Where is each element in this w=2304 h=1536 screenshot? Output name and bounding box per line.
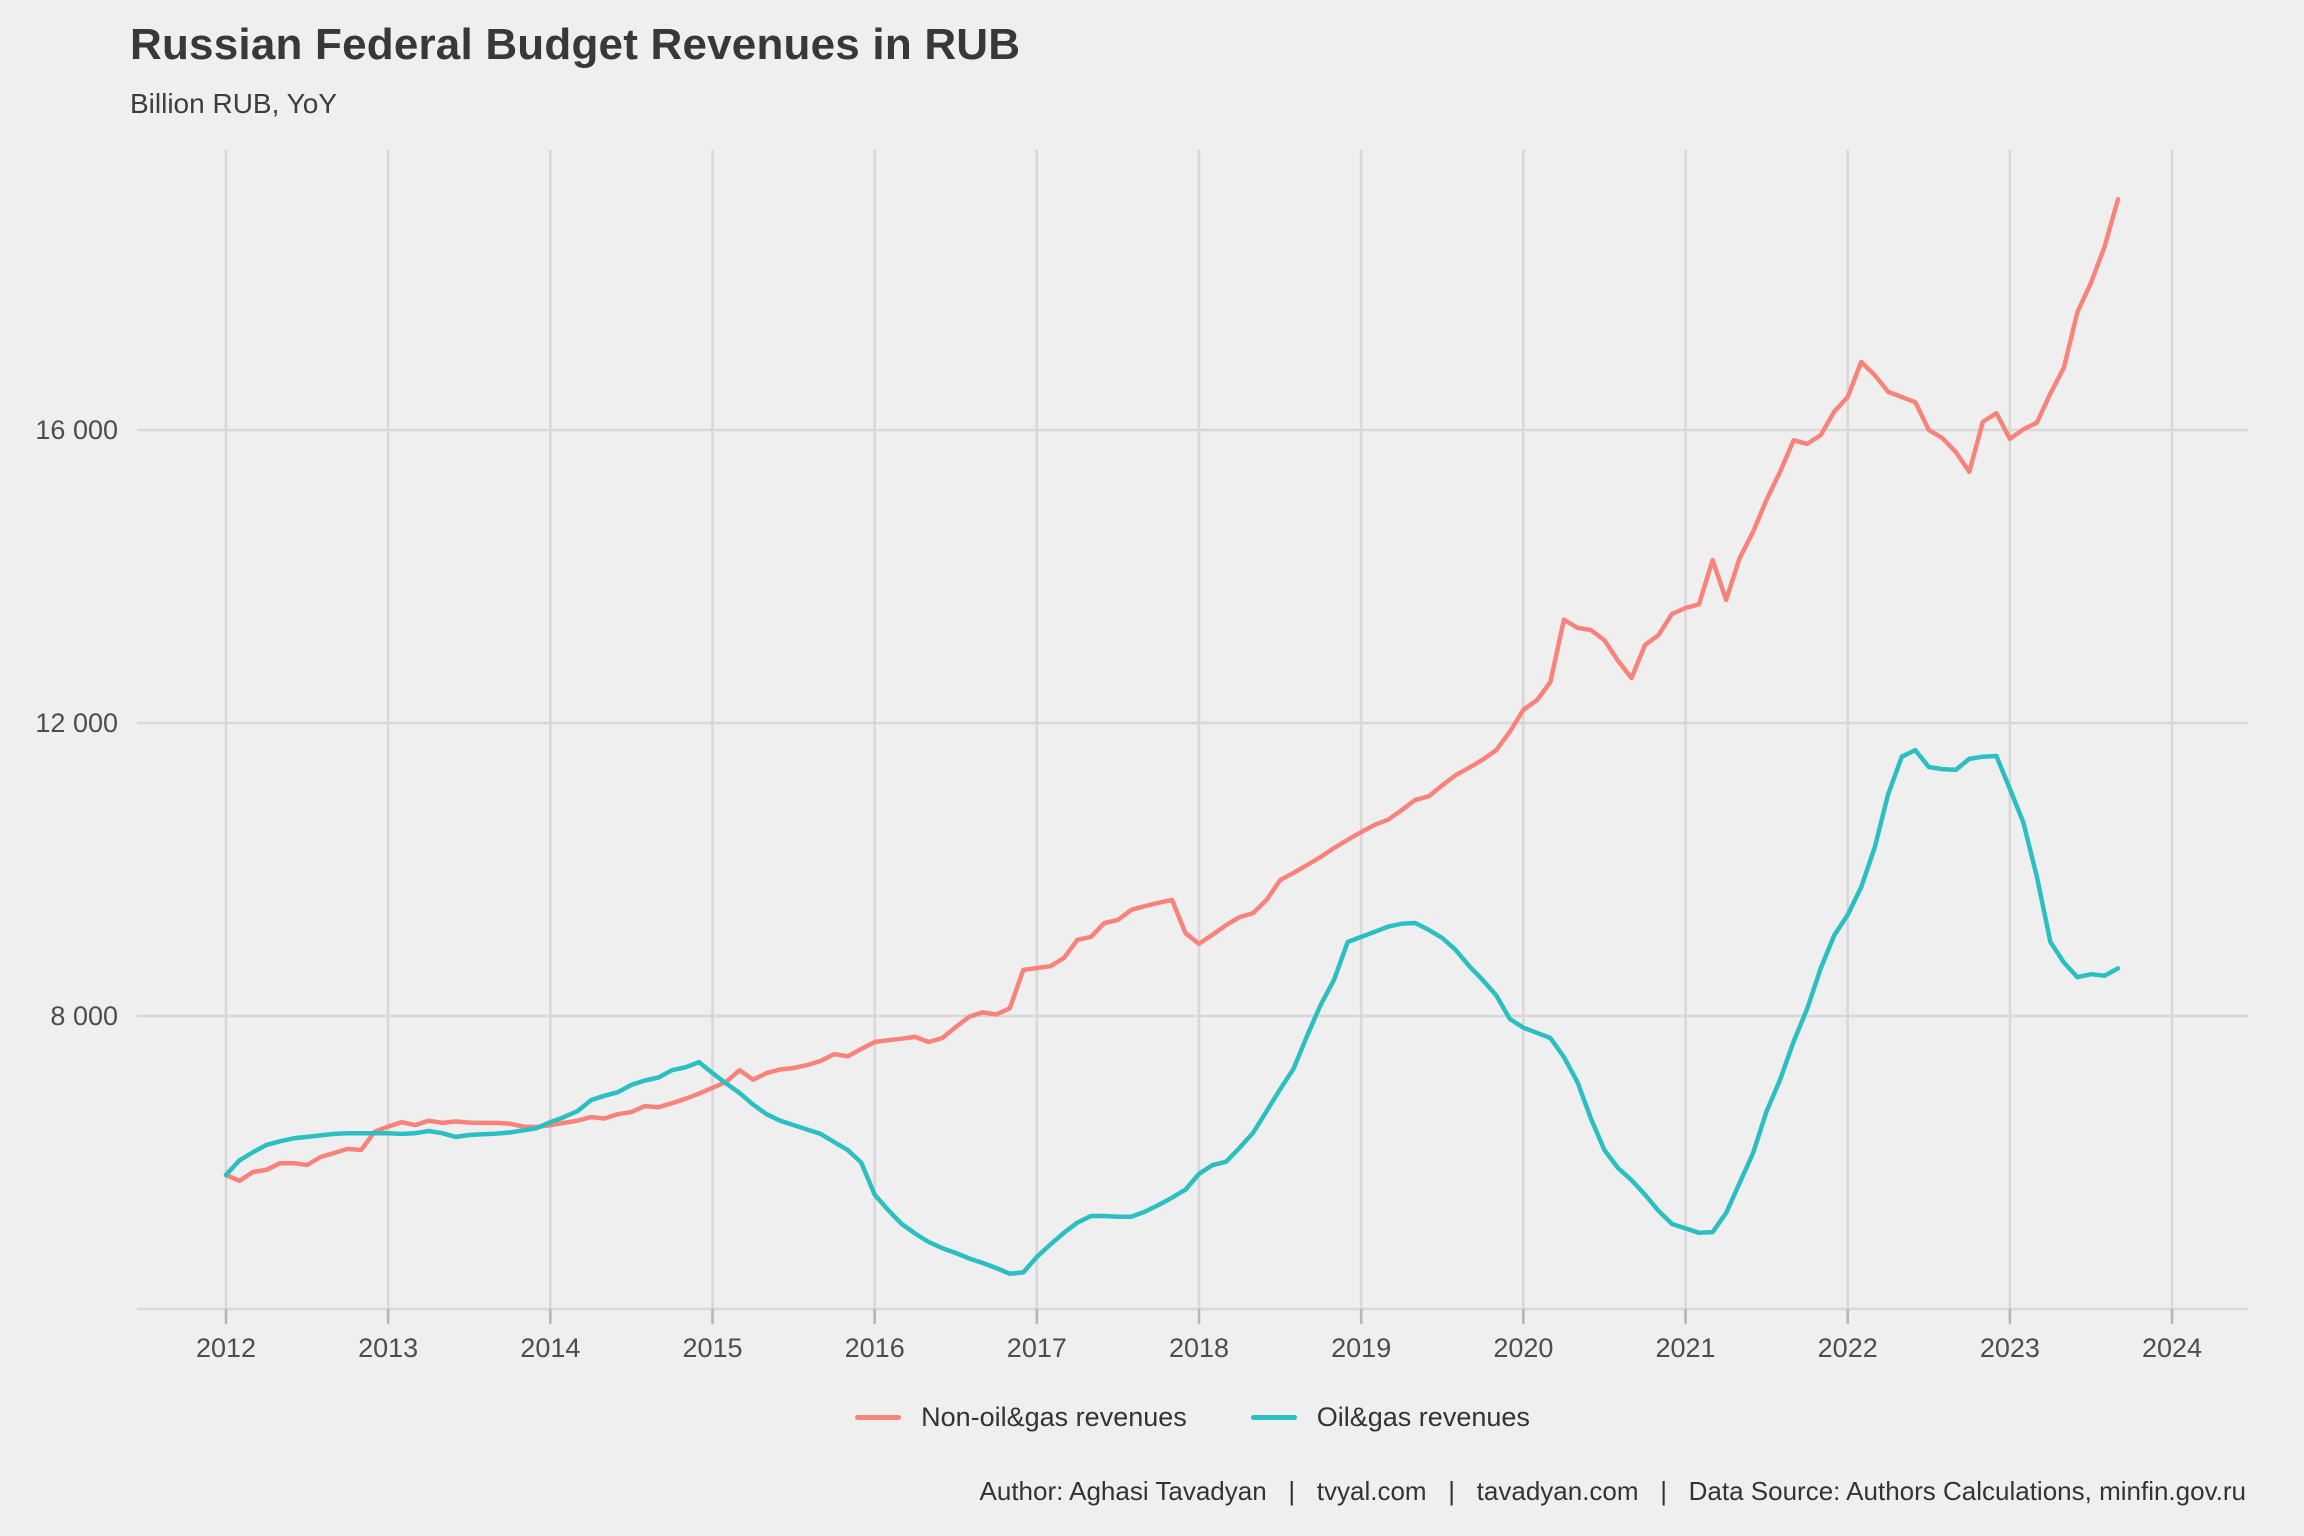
- series-line-oil-gas: [223, 747, 2121, 1277]
- x-tick-label-2015: 2015: [682, 1333, 742, 1363]
- x-tick-label-2023: 2023: [1980, 1333, 2040, 1363]
- x-tick-label-2017: 2017: [1007, 1333, 1067, 1363]
- series-line-non-oil-gas: [223, 197, 2121, 1184]
- page-subtitle: Billion RUB, YoY: [130, 88, 338, 119]
- y-tick-label-12000: 12 000: [35, 708, 118, 738]
- x-tick-label-2022: 2022: [1818, 1333, 1878, 1363]
- x-tick-label-2019: 2019: [1331, 1333, 1391, 1363]
- non-oil-gas-line-swatch-icon: [855, 1415, 902, 1420]
- x-tick-label-2012: 2012: [196, 1333, 256, 1363]
- x-tick-label-2016: 2016: [845, 1333, 905, 1363]
- legend-label-non-oil-gas: Non-oil&gas revenues: [921, 1402, 1187, 1432]
- legend-item-non-oil-gas: Non-oil&gas revenues: [855, 1402, 1187, 1433]
- oil-gas-line-swatch-icon: [1250, 1415, 1297, 1420]
- x-tick-label-2018: 2018: [1169, 1333, 1229, 1363]
- x-tick-label-2014: 2014: [520, 1333, 580, 1363]
- y-tick-label-16000: 16 000: [35, 415, 118, 445]
- x-tick-label-2020: 2020: [1493, 1333, 1553, 1363]
- legend-label-oil-gas: Oil&gas revenues: [1316, 1402, 1530, 1432]
- legend-item-oil-gas: Oil&gas revenues: [1250, 1402, 1530, 1433]
- page-title: Russian Federal Budget Revenues in RUB: [130, 20, 1021, 69]
- y-tick-label-8000: 8 000: [50, 1001, 118, 1031]
- x-tick-label-2024: 2024: [2142, 1333, 2202, 1363]
- x-tick-label-2013: 2013: [358, 1333, 418, 1363]
- x-tick-label-2021: 2021: [1655, 1333, 1715, 1363]
- chart-legend: Non-oil&gas revenues Oil&gas revenues: [137, 1402, 2248, 1433]
- chart-caption: Author: Aghasi Tavadyan | tvyal.com | ta…: [979, 1476, 2246, 1506]
